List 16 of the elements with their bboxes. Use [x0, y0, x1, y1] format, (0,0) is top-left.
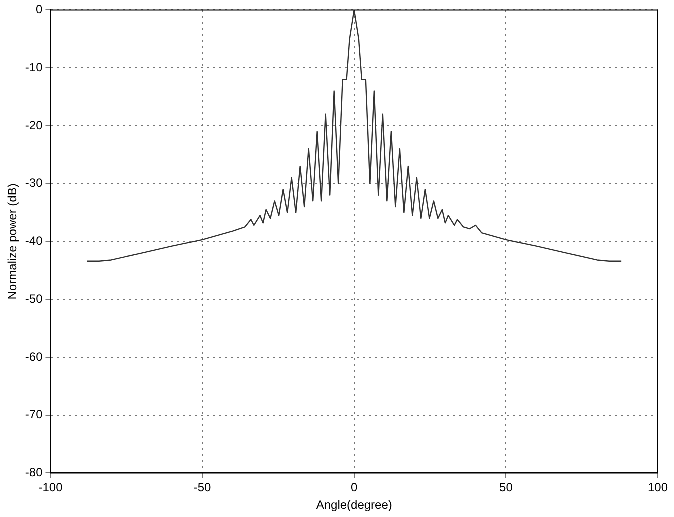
x-axis-title: Angle(degree) [316, 498, 392, 512]
x-tick-label: 50 [500, 480, 514, 495]
x-tick-label: 0 [351, 480, 358, 495]
y-tick-label: -50 [25, 292, 44, 306]
x-tick-label: 100 [648, 480, 668, 495]
y-tick-label: -60 [25, 350, 44, 364]
x-tick-label: -50 [194, 480, 212, 495]
y-tick-label: -40 [25, 234, 44, 248]
x-tick-label: -100 [38, 480, 64, 495]
y-tick-label: -10 [25, 60, 44, 74]
y-tick-label: 0 [36, 2, 44, 17]
y-tick-label: -80 [25, 466, 44, 480]
y-tick-label: -30 [25, 176, 44, 190]
y-tick-label: -20 [25, 118, 44, 132]
y-axis-title: Normalize power (dB) [6, 184, 20, 300]
y-tick-label: -70 [25, 408, 44, 422]
